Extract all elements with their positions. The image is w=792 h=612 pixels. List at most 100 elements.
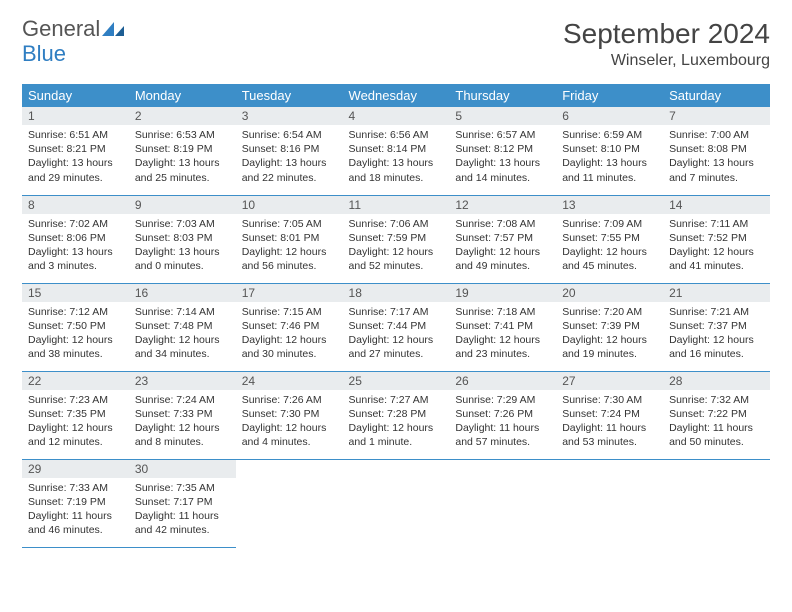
calendar-cell: 10Sunrise: 7:05 AMSunset: 8:01 PMDayligh… <box>236 195 343 283</box>
daylight-text-2: and 50 minutes. <box>669 435 764 449</box>
sunset-text: Sunset: 7:22 PM <box>669 407 764 421</box>
day-number: 30 <box>129 460 236 478</box>
sunset-text: Sunset: 7:41 PM <box>455 319 550 333</box>
calendar-cell: 9Sunrise: 7:03 AMSunset: 8:03 PMDaylight… <box>129 195 236 283</box>
sunrise-text: Sunrise: 7:12 AM <box>28 305 123 319</box>
calendar-cell: 7Sunrise: 7:00 AMSunset: 8:08 PMDaylight… <box>663 107 770 195</box>
day-body: Sunrise: 7:26 AMSunset: 7:30 PMDaylight:… <box>236 390 343 456</box>
sunset-text: Sunset: 7:39 PM <box>562 319 657 333</box>
sunrise-text: Sunrise: 6:54 AM <box>242 128 337 142</box>
daylight-text-1: Daylight: 13 hours <box>135 245 230 259</box>
daylight-text-2: and 11 minutes. <box>562 171 657 185</box>
day-body: Sunrise: 7:17 AMSunset: 7:44 PMDaylight:… <box>343 302 450 368</box>
daylight-text-1: Daylight: 12 hours <box>455 245 550 259</box>
sunrise-text: Sunrise: 7:02 AM <box>28 217 123 231</box>
weekday-header: Sunday <box>22 84 129 107</box>
sunrise-text: Sunrise: 7:15 AM <box>242 305 337 319</box>
daylight-text-1: Daylight: 11 hours <box>562 421 657 435</box>
day-body: Sunrise: 7:14 AMSunset: 7:48 PMDaylight:… <box>129 302 236 368</box>
weekday-header: Thursday <box>449 84 556 107</box>
day-body: Sunrise: 6:51 AMSunset: 8:21 PMDaylight:… <box>22 125 129 191</box>
daylight-text-1: Daylight: 11 hours <box>669 421 764 435</box>
sunrise-text: Sunrise: 7:32 AM <box>669 393 764 407</box>
daylight-text-2: and 3 minutes. <box>28 259 123 273</box>
day-number: 9 <box>129 196 236 214</box>
daylight-text-1: Daylight: 13 hours <box>135 156 230 170</box>
day-number: 6 <box>556 107 663 125</box>
sunset-text: Sunset: 7:24 PM <box>562 407 657 421</box>
sunset-text: Sunset: 7:44 PM <box>349 319 444 333</box>
day-body: Sunrise: 7:18 AMSunset: 7:41 PMDaylight:… <box>449 302 556 368</box>
sunrise-text: Sunrise: 7:08 AM <box>455 217 550 231</box>
day-number: 27 <box>556 372 663 390</box>
daylight-text-1: Daylight: 12 hours <box>562 245 657 259</box>
daylight-text-2: and 41 minutes. <box>669 259 764 273</box>
calendar-cell: 16Sunrise: 7:14 AMSunset: 7:48 PMDayligh… <box>129 283 236 371</box>
day-number: 18 <box>343 284 450 302</box>
sunset-text: Sunset: 7:48 PM <box>135 319 230 333</box>
sunrise-text: Sunrise: 7:06 AM <box>349 217 444 231</box>
day-body: Sunrise: 6:54 AMSunset: 8:16 PMDaylight:… <box>236 125 343 191</box>
calendar-cell: 25Sunrise: 7:27 AMSunset: 7:28 PMDayligh… <box>343 371 450 459</box>
day-body: Sunrise: 7:29 AMSunset: 7:26 PMDaylight:… <box>449 390 556 456</box>
day-body: Sunrise: 7:27 AMSunset: 7:28 PMDaylight:… <box>343 390 450 456</box>
daylight-text-1: Daylight: 12 hours <box>669 333 764 347</box>
daylight-text-2: and 53 minutes. <box>562 435 657 449</box>
day-number: 16 <box>129 284 236 302</box>
calendar-cell: 27Sunrise: 7:30 AMSunset: 7:24 PMDayligh… <box>556 371 663 459</box>
daylight-text-2: and 27 minutes. <box>349 347 444 361</box>
day-body: Sunrise: 7:33 AMSunset: 7:19 PMDaylight:… <box>22 478 129 544</box>
calendar-cell: 8Sunrise: 7:02 AMSunset: 8:06 PMDaylight… <box>22 195 129 283</box>
day-number: 24 <box>236 372 343 390</box>
daylight-text-1: Daylight: 12 hours <box>349 421 444 435</box>
sunrise-text: Sunrise: 7:05 AM <box>242 217 337 231</box>
location: Winseler, Luxembourg <box>563 52 770 70</box>
sunset-text: Sunset: 7:19 PM <box>28 495 123 509</box>
sunrise-text: Sunrise: 7:03 AM <box>135 217 230 231</box>
daylight-text-2: and 46 minutes. <box>28 523 123 537</box>
day-number: 4 <box>343 107 450 125</box>
daylight-text-2: and 30 minutes. <box>242 347 337 361</box>
day-number: 2 <box>129 107 236 125</box>
sunset-text: Sunset: 7:17 PM <box>135 495 230 509</box>
calendar-cell: 6Sunrise: 6:59 AMSunset: 8:10 PMDaylight… <box>556 107 663 195</box>
day-number: 20 <box>556 284 663 302</box>
sunrise-text: Sunrise: 7:21 AM <box>669 305 764 319</box>
sunrise-text: Sunrise: 7:29 AM <box>455 393 550 407</box>
sunrise-text: Sunrise: 6:57 AM <box>455 128 550 142</box>
day-number: 21 <box>663 284 770 302</box>
sunset-text: Sunset: 7:57 PM <box>455 231 550 245</box>
logo: General Blue <box>22 18 126 66</box>
weekday-header: Wednesday <box>343 84 450 107</box>
sunset-text: Sunset: 8:16 PM <box>242 142 337 156</box>
daylight-text-2: and 52 minutes. <box>349 259 444 273</box>
daylight-text-2: and 4 minutes. <box>242 435 337 449</box>
day-body: Sunrise: 7:12 AMSunset: 7:50 PMDaylight:… <box>22 302 129 368</box>
sunset-text: Sunset: 7:52 PM <box>669 231 764 245</box>
day-number: 5 <box>449 107 556 125</box>
day-body: Sunrise: 7:21 AMSunset: 7:37 PMDaylight:… <box>663 302 770 368</box>
daylight-text-2: and 12 minutes. <box>28 435 123 449</box>
sunrise-text: Sunrise: 6:59 AM <box>562 128 657 142</box>
calendar-cell: 24Sunrise: 7:26 AMSunset: 7:30 PMDayligh… <box>236 371 343 459</box>
calendar-cell: 13Sunrise: 7:09 AMSunset: 7:55 PMDayligh… <box>556 195 663 283</box>
sunrise-text: Sunrise: 6:51 AM <box>28 128 123 142</box>
month-title: September 2024 <box>563 18 770 50</box>
weekday-header: Saturday <box>663 84 770 107</box>
day-body: Sunrise: 6:53 AMSunset: 8:19 PMDaylight:… <box>129 125 236 191</box>
calendar-cell: 21Sunrise: 7:21 AMSunset: 7:37 PMDayligh… <box>663 283 770 371</box>
day-number: 19 <box>449 284 556 302</box>
title-block: September 2024 Winseler, Luxembourg <box>563 18 770 70</box>
day-body: Sunrise: 6:59 AMSunset: 8:10 PMDaylight:… <box>556 125 663 191</box>
sunset-text: Sunset: 7:55 PM <box>562 231 657 245</box>
sunset-text: Sunset: 7:37 PM <box>669 319 764 333</box>
daylight-text-2: and 16 minutes. <box>669 347 764 361</box>
calendar-cell: 19Sunrise: 7:18 AMSunset: 7:41 PMDayligh… <box>449 283 556 371</box>
sunset-text: Sunset: 7:33 PM <box>135 407 230 421</box>
calendar-cell <box>449 459 556 547</box>
daylight-text-1: Daylight: 11 hours <box>28 509 123 523</box>
calendar-cell: 1Sunrise: 6:51 AMSunset: 8:21 PMDaylight… <box>22 107 129 195</box>
day-number: 29 <box>22 460 129 478</box>
sunset-text: Sunset: 8:08 PM <box>669 142 764 156</box>
day-number: 23 <box>129 372 236 390</box>
